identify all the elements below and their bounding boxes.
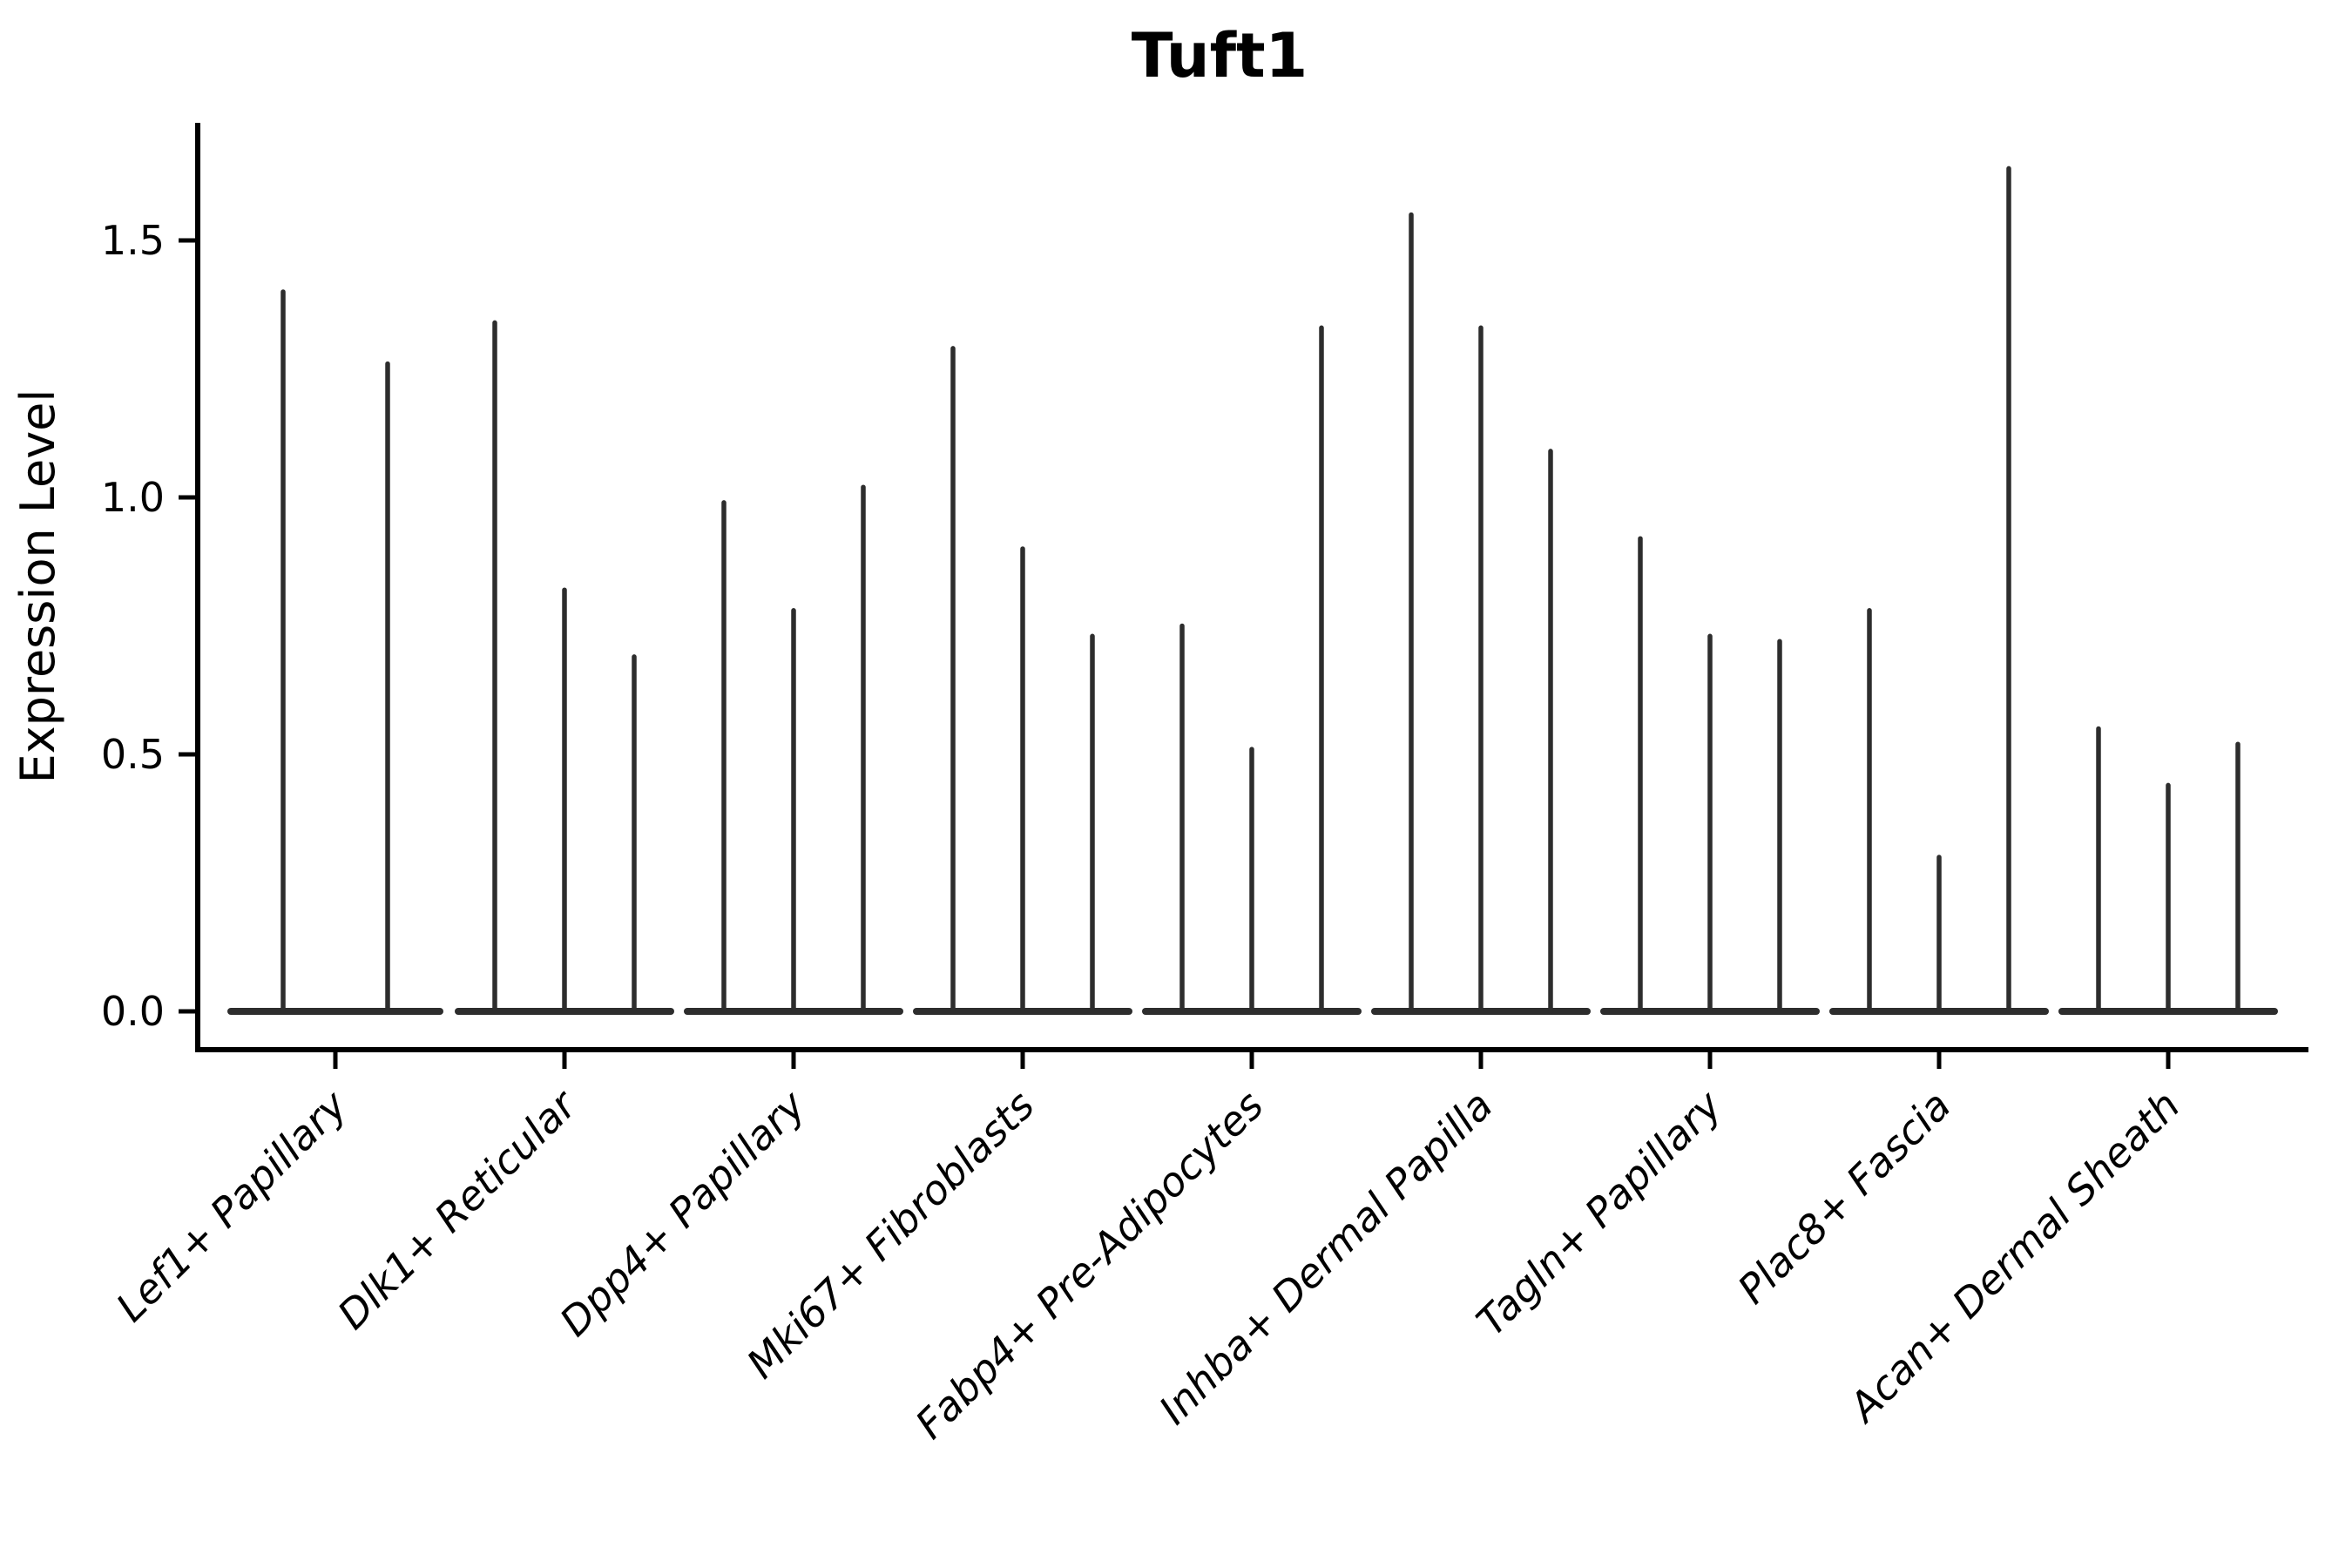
- violin-group: [1371, 212, 1591, 1015]
- violin-group: [1142, 325, 1362, 1015]
- y-tick-label: 0.0: [101, 988, 165, 1035]
- violin-group: [455, 320, 674, 1015]
- violin-group: [227, 289, 443, 1015]
- y-tick-label: 1.5: [101, 217, 165, 264]
- category-tick-label: Dlk1+ Reticular: [328, 1079, 587, 1338]
- plot-area: [227, 166, 2278, 1015]
- violin-group: [684, 484, 903, 1015]
- y-tick-label: 0.5: [101, 731, 165, 778]
- violin-group: [913, 346, 1132, 1015]
- y-tick-label: 1.0: [101, 474, 165, 521]
- violin-group: [1829, 166, 2049, 1015]
- violin-group: [1600, 536, 1820, 1015]
- category-tick-label: Tagln+ Papillary: [1467, 1081, 1731, 1345]
- axes-layer: 0.0 0.5 1.0 1.5: [101, 123, 2308, 1069]
- category-tick-label: Lef1+ Papillary: [107, 1081, 356, 1330]
- y-axis-label: Expression Level: [10, 389, 65, 784]
- category-tick-label: Plac8+ Fascia: [1728, 1082, 1959, 1313]
- category-tick-label: Dpp4+ Papillary: [551, 1081, 814, 1345]
- chart-title: Tuft1: [1132, 20, 1308, 91]
- violin-group: [2058, 726, 2278, 1015]
